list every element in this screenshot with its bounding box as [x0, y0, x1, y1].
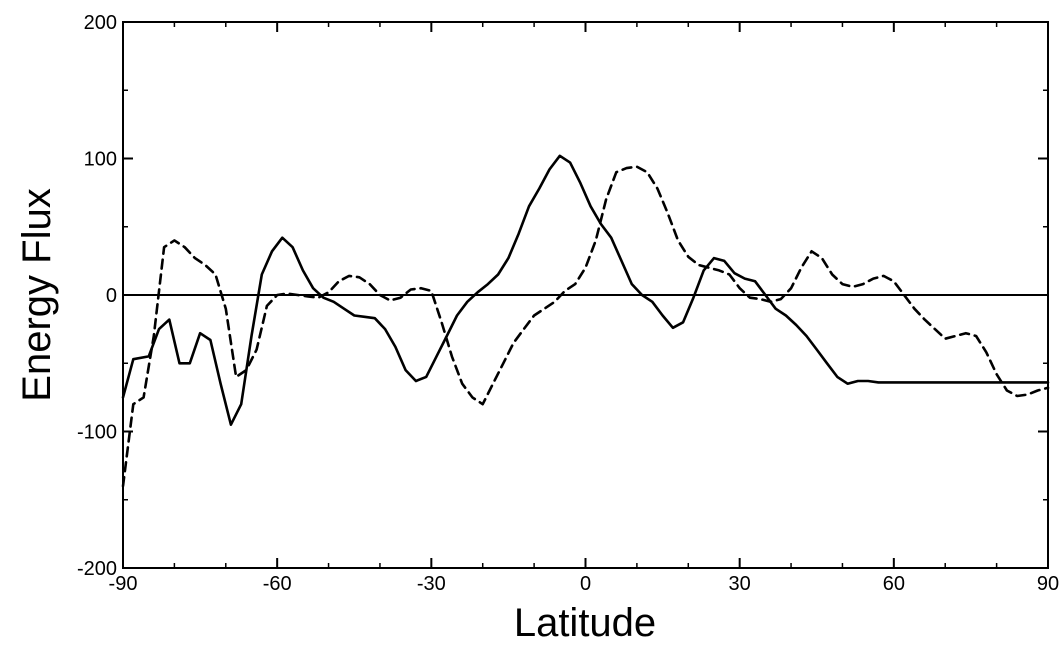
- dashed-series-line: [121, 165, 1050, 488]
- x-tick-label: 0: [580, 573, 591, 595]
- y-tick-label: 0: [106, 285, 117, 307]
- x-tick-label: -90: [109, 573, 138, 595]
- x-axis-title: Latitude: [514, 601, 656, 645]
- solid-series-line: [121, 154, 1050, 427]
- y-tick-label: -200: [77, 558, 117, 580]
- y-tick-label: 200: [84, 12, 117, 34]
- axis-ticks: [122, 21, 1049, 569]
- x-tick-label: -60: [263, 573, 292, 595]
- plot-area: [121, 21, 1050, 569]
- y-tick-labels: -200 -100 0 100 200: [77, 12, 117, 580]
- x-tick-labels: -90 -60 -30 0 30 60 90: [109, 573, 1060, 595]
- x-tick-label: -30: [417, 573, 446, 595]
- x-tick-label: 30: [729, 573, 751, 595]
- y-tick-label: 100: [84, 149, 117, 171]
- series-group: [121, 154, 1050, 488]
- x-tick-label: 60: [883, 573, 905, 595]
- y-axis-title: Energy Flux: [15, 188, 59, 401]
- x-tick-label: 90: [1037, 573, 1059, 595]
- y-tick-label: -100: [77, 422, 117, 444]
